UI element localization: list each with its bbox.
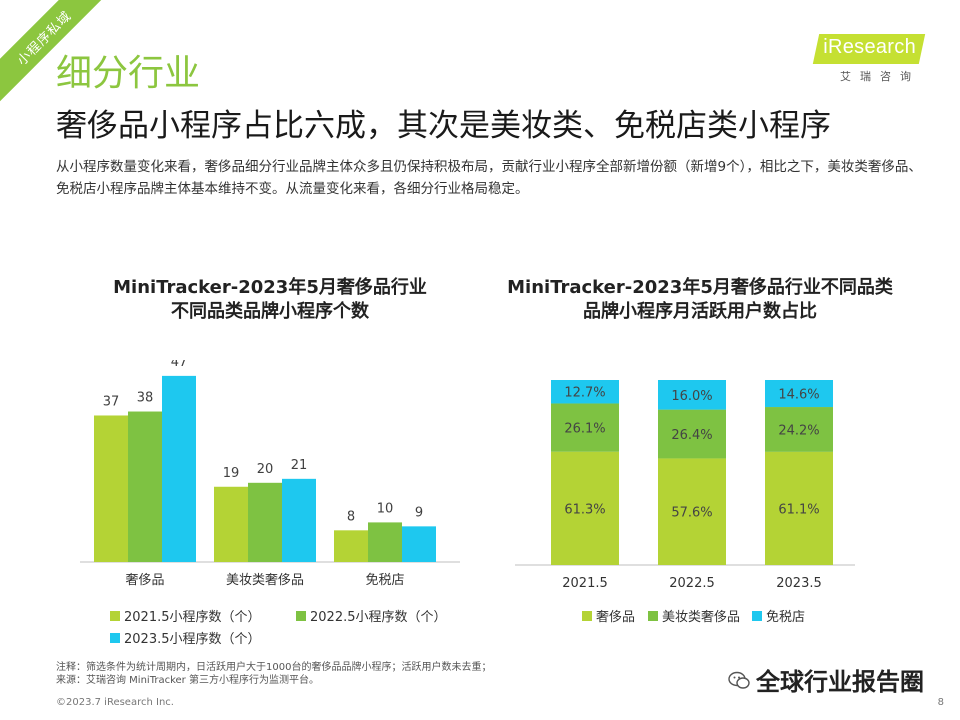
- chart2-segment-0-1: [551, 403, 619, 452]
- chart2-segment-2-2: [765, 380, 833, 408]
- footnote-line2: 来源：艾瑞咨询 MiniTracker 第三方小程序行为监测平台。: [56, 675, 319, 686]
- chart1-bar-0-0: [94, 415, 128, 562]
- chart2-segment-label-0-1: 26.1%: [564, 422, 605, 437]
- chart1-category-label-0: 奢侈品: [125, 573, 164, 588]
- legend-item-2021: 2021.5小程序数（个）: [110, 606, 261, 625]
- chart2-segment-label-1-1: 26.4%: [671, 428, 712, 443]
- page-number: 8: [937, 697, 944, 708]
- chart1-title-line1: MiniTracker-2023年5月奢侈品行业: [113, 277, 427, 298]
- legend-item-2023: 2023.5小程序数（个）: [110, 628, 261, 647]
- legend-label-2021: 2021.5小程序数（个）: [124, 610, 261, 625]
- chart2-category-label-2: 2023.5: [776, 576, 822, 591]
- legend-swatch-luxury: [582, 610, 592, 621]
- legend-swatch-2023: [110, 632, 120, 643]
- chart1-category-label-1: 美妆类奢侈品: [226, 573, 304, 588]
- footnote-line1: 注释：筛选条件为统计周期内，日活跃用户大于1000台的奢侈品品牌小程序；活跃用户…: [56, 662, 492, 673]
- chart2-title: MiniTracker-2023年5月奢侈品行业不同品类 品牌小程序月活跃用户数…: [500, 276, 900, 324]
- chart2-title-line1: MiniTracker-2023年5月奢侈品行业不同品类: [507, 277, 893, 298]
- chart2-segment-0-0: [551, 451, 619, 565]
- chart1-bar-1-1: [248, 482, 282, 562]
- watermark: 全球行业报告圈: [728, 662, 924, 697]
- legend-label-2023: 2023.5小程序数（个）: [124, 632, 261, 647]
- chart1-title: MiniTracker-2023年5月奢侈品行业 不同品类品牌小程序个数: [80, 276, 460, 324]
- chart1-category-label-2: 免税店: [365, 573, 404, 588]
- chart1-value-label-1-2: 21: [291, 458, 308, 473]
- footnote: 注释：筛选条件为统计周期内，日活跃用户大于1000台的奢侈品品牌小程序；活跃用户…: [56, 661, 491, 687]
- chart1-value-label-0-2: 47: [171, 360, 188, 370]
- chart2-segment-label-1-0: 57.6%: [671, 506, 712, 521]
- page-headline: 奢侈品小程序占比六成，其次是美妆类、免税店类小程序: [56, 108, 831, 144]
- legend-swatch-dutyfree: [752, 610, 762, 621]
- summary-paragraph: 从小程序数量变化来看，奢侈品细分行业品牌主体众多且仍保持积极布局，贡献行业小程序…: [56, 159, 922, 197]
- legend-swatch-2021: [110, 610, 120, 621]
- chart1-bar-2-2: [402, 526, 436, 562]
- chart2-segment-1-0: [658, 458, 726, 565]
- section-title: 细分行业: [56, 53, 201, 94]
- chart1-bar-0-1: [128, 411, 162, 562]
- legend-item-beauty: 美妆类奢侈品: [648, 606, 740, 625]
- copyright: ©2023.7 iResearch Inc.: [56, 697, 174, 708]
- chart2-segment-label-1-2: 16.0%: [671, 389, 712, 404]
- wechat-icon: [728, 671, 750, 689]
- iresearch-logo: iResearch 艾瑞咨询: [812, 34, 926, 86]
- chart1-value-label-0-1: 38: [137, 391, 154, 406]
- chart2-segment-label-2-0: 61.1%: [778, 502, 819, 517]
- legend-label-beauty: 美妆类奢侈品: [662, 610, 741, 625]
- chart1-value-label-1-1: 20: [257, 462, 274, 477]
- legend-label-luxury: 奢侈品: [596, 610, 636, 625]
- chart1-value-label-1-0: 19: [223, 466, 240, 481]
- legend-item-2022: 2022.5小程序数（个）: [296, 606, 447, 625]
- chart2-segment-1-2: [658, 380, 726, 410]
- chart2-category-label-0: 2021.5: [562, 576, 608, 591]
- chart1-value-label-0-0: 37: [103, 394, 120, 409]
- watermark-text: 全球行业报告圈: [756, 668, 924, 696]
- chart2-segment-0-2: [551, 380, 619, 404]
- logo-subtitle: 艾瑞咨询: [840, 70, 920, 83]
- chart1-bar-chart: 37 38 47 奢侈品 19 20 21 美妆类奢侈品 8 10 9 免税店: [80, 360, 460, 588]
- logo-wordmark: iResearch: [823, 36, 916, 58]
- chart2-category-label-1: 2022.5: [669, 576, 715, 591]
- chart1-title-line2: 不同品类品牌小程序个数: [171, 301, 369, 322]
- chart2-title-line2: 品牌小程序月活跃用户数占比: [583, 301, 817, 322]
- chart1-bar-0-2: [162, 375, 196, 562]
- chart1-bar-2-0: [334, 530, 368, 562]
- legend-swatch-2022: [296, 610, 306, 621]
- chart2-stacked-bar-chart: 61.3% 26.1% 12.7% 2021.5 57.6% 26.4% 16.0% 2022…: [515, 380, 855, 591]
- chart1-bar-2-1: [368, 522, 402, 562]
- legend-label-2022: 2022.5小程序数（个）: [310, 610, 447, 625]
- legend-item-luxury: 奢侈品: [582, 606, 635, 625]
- chart1-bar-1-0: [214, 486, 248, 562]
- chart1-value-label-2-1: 10: [377, 501, 394, 516]
- legend-swatch-beauty: [648, 610, 658, 621]
- chart2-segment-2-1: [765, 407, 833, 452]
- chart1-bar-1-2: [282, 478, 316, 562]
- chart2-segment-label-0-0: 61.3%: [564, 502, 605, 517]
- chart2-segment-label-2-1: 24.2%: [778, 423, 819, 438]
- chart2-segment-label-0-2: 12.7%: [564, 386, 605, 401]
- chart2-segment-2-0: [765, 451, 833, 565]
- legend-item-dutyfree: 免税店: [752, 606, 805, 625]
- chart1-value-label-2-2: 9: [415, 505, 423, 520]
- legend-label-dutyfree: 免税店: [766, 610, 806, 625]
- chart2-segment-1-1: [658, 409, 726, 459]
- chart2-segment-label-2-2: 14.6%: [778, 388, 819, 403]
- chart1-value-label-2-0: 8: [347, 509, 355, 524]
